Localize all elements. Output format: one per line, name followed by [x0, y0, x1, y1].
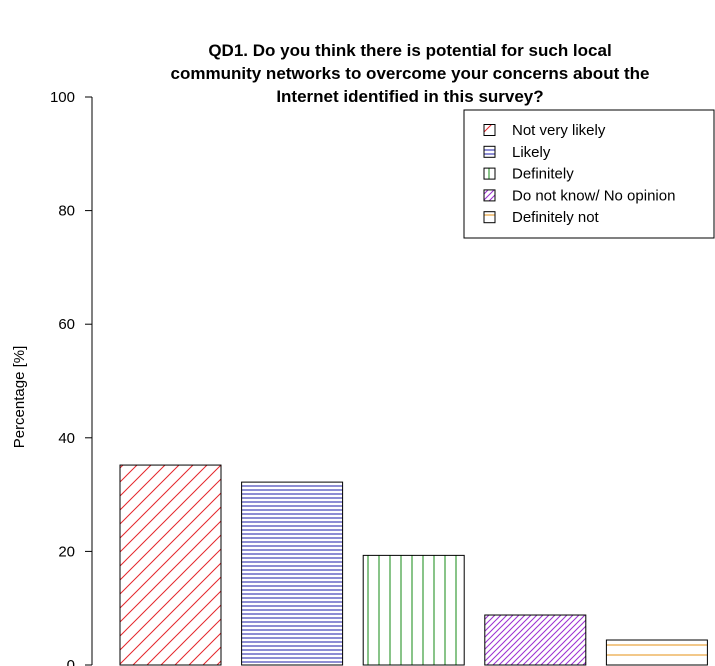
legend: Not very likely Likely Definitely Do not kn… [463, 109, 715, 239]
legend-swatch [483, 145, 496, 158]
legend-swatch [483, 124, 496, 136]
chart-title-line-1: QD1. Do you think there is potential for… [208, 41, 611, 60]
legend-items: Not very likely Likely Definitely Do not kn… [483, 122, 675, 226]
bar [484, 614, 587, 666]
chart-title-line-3: Internet identified in this survey? [276, 87, 543, 106]
y-tick-label: 40 [58, 430, 75, 447]
legend-label: Likely [512, 144, 551, 161]
legend-swatch [483, 167, 496, 180]
y-axis-label: Percentage [%] [11, 346, 28, 449]
legend-label: Not very likely [512, 122, 606, 139]
chart-title: QD1. Do you think there is potential for… [171, 41, 650, 106]
y-tick-label: 0 [67, 657, 75, 666]
legend-swatch [483, 189, 496, 202]
y-tick-label: 100 [50, 89, 75, 106]
bar [362, 554, 465, 666]
y-tick-label: 20 [58, 543, 75, 560]
y-tick-label: 60 [58, 316, 75, 333]
bar [241, 481, 344, 666]
legend-label: Definitely not [512, 209, 600, 226]
bars-group [119, 464, 708, 666]
y-axis: 0 20 40 60 80 100 [50, 89, 93, 666]
legend-box [463, 109, 715, 239]
legend-swatch [483, 211, 496, 224]
bar [119, 464, 222, 666]
y-tick-label: 80 [58, 203, 75, 220]
legend-label: Do not know/ No opinion [512, 187, 675, 204]
bar [605, 639, 708, 666]
legend-label: Definitely [512, 166, 574, 183]
chart-title-line-2: community networks to overcome your conc… [171, 64, 650, 83]
